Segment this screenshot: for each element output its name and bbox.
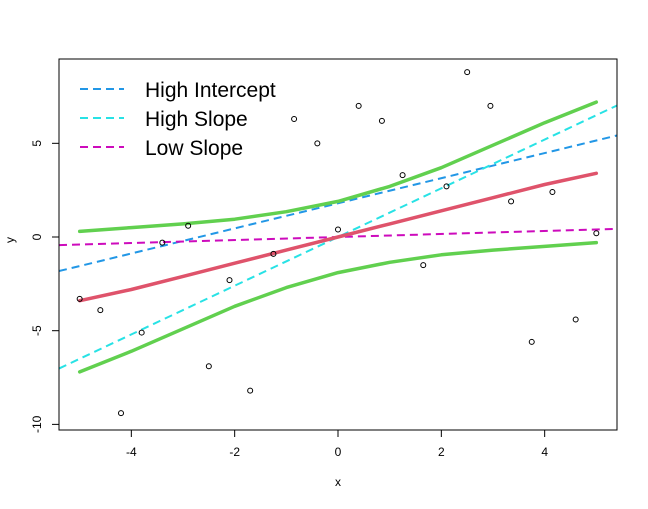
y-tick-label: -10 xyxy=(30,415,44,433)
x-tick-label: -2 xyxy=(229,445,240,459)
y-tick-label: 0 xyxy=(30,233,44,240)
data-point xyxy=(443,183,450,190)
data-point xyxy=(97,307,104,314)
data-point xyxy=(420,262,427,269)
data-point xyxy=(378,117,385,124)
data-point xyxy=(270,250,277,257)
data-point xyxy=(226,277,233,284)
legend-label: High Slope xyxy=(145,108,248,131)
data-point xyxy=(487,102,494,109)
data-point xyxy=(528,338,535,345)
data-point xyxy=(159,239,166,246)
data-point xyxy=(291,115,298,122)
data-point xyxy=(247,387,254,394)
legend-label: High Intercept xyxy=(145,79,276,102)
y-tick-label: -5 xyxy=(30,325,44,336)
series-line-1 xyxy=(59,134,617,273)
data-point xyxy=(335,226,341,233)
data-point xyxy=(314,140,321,147)
x-tick-label: 2 xyxy=(438,445,445,459)
x-tick-label: 4 xyxy=(541,445,548,459)
x-tick-label: 0 xyxy=(335,445,342,459)
x-axis-title: x xyxy=(335,475,341,489)
x-tick-label: -4 xyxy=(126,445,137,459)
plot-area xyxy=(59,69,617,417)
legend: High Intercept High Slope Low Slope xyxy=(80,79,276,160)
upper-band-curve xyxy=(77,100,599,234)
y-tick-label: 5 xyxy=(30,140,44,147)
plot-content xyxy=(59,69,617,417)
data-point xyxy=(355,102,362,109)
data-point xyxy=(593,230,600,237)
data-point xyxy=(399,172,406,179)
legend-label: Low Slope xyxy=(145,137,243,160)
data-point xyxy=(205,363,212,370)
data-point xyxy=(464,69,471,76)
axes: -4 -2 0 2 4 -10 -5 0 5 xyxy=(30,58,618,459)
data-point xyxy=(118,410,124,417)
data-point xyxy=(185,222,192,229)
y-axis-title: y xyxy=(3,237,17,243)
plot-frame xyxy=(58,58,618,431)
data-point xyxy=(138,329,145,336)
fit-curve xyxy=(77,171,599,303)
lower-band-curve xyxy=(77,240,599,374)
data-point xyxy=(76,295,83,302)
series-line-2 xyxy=(59,104,617,370)
data-point xyxy=(549,189,556,196)
data-point xyxy=(508,198,515,205)
data-point xyxy=(572,316,579,323)
